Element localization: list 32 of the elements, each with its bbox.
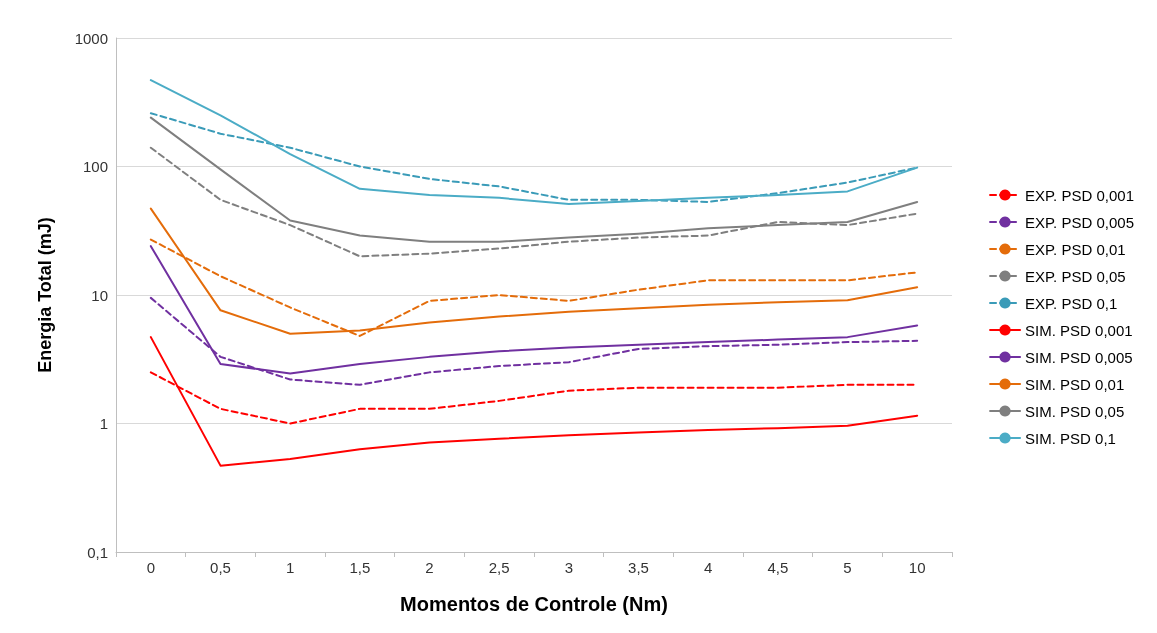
x-tick-label: 1,5 <box>349 559 371 576</box>
legend-label: SIM. PSD 0,1 <box>1025 429 1116 447</box>
y-tick-label: 10 <box>91 286 108 304</box>
y-tick-label: 0,1 <box>87 543 108 561</box>
y-tick-label: 1 <box>99 415 108 432</box>
x-tick-label: 5 <box>843 559 852 576</box>
x-axis-title: Momentos de Controle (Nm) <box>400 593 668 615</box>
legend-label: EXP. PSD 0,005 <box>1025 213 1135 231</box>
x-tick-label: 4,5 <box>767 559 789 576</box>
x-tick-label: 10 <box>908 559 926 576</box>
x-tick-label: 3 <box>564 559 574 576</box>
line-series <box>149 79 919 206</box>
line-series <box>149 207 919 335</box>
legend-label: EXP. PSD 0,01 <box>1025 240 1126 258</box>
line-series <box>149 336 919 467</box>
legend-label: EXP. PSD 0,05 <box>1025 267 1126 285</box>
x-tick-label: 3,5 <box>628 559 649 576</box>
legend-label: EXP. PSD 0,001 <box>1025 186 1135 204</box>
y-tick-label: 1000 <box>74 29 108 47</box>
y-tick-label: 100 <box>82 158 108 175</box>
legend-label: SIM. PSD 0,001 <box>1025 321 1133 339</box>
x-tick-label: 2 <box>425 559 434 576</box>
x-tick-label: 4 <box>703 559 713 576</box>
y-axis-title: Energia Total (mJ) <box>35 217 55 373</box>
legend-label: EXP. PSD 0,1 <box>1025 294 1118 312</box>
x-tick-label: 0 <box>146 559 156 576</box>
legend-label: SIM. PSD 0,05 <box>1025 402 1125 420</box>
x-tick-label: 1 <box>285 559 295 576</box>
legend-label: SIM. PSD 0,005 <box>1025 348 1133 366</box>
legend-label: SIM. PSD 0,01 <box>1025 375 1125 393</box>
x-tick-label: 0,5 <box>210 559 231 576</box>
x-tick-label: 2,5 <box>488 559 510 576</box>
